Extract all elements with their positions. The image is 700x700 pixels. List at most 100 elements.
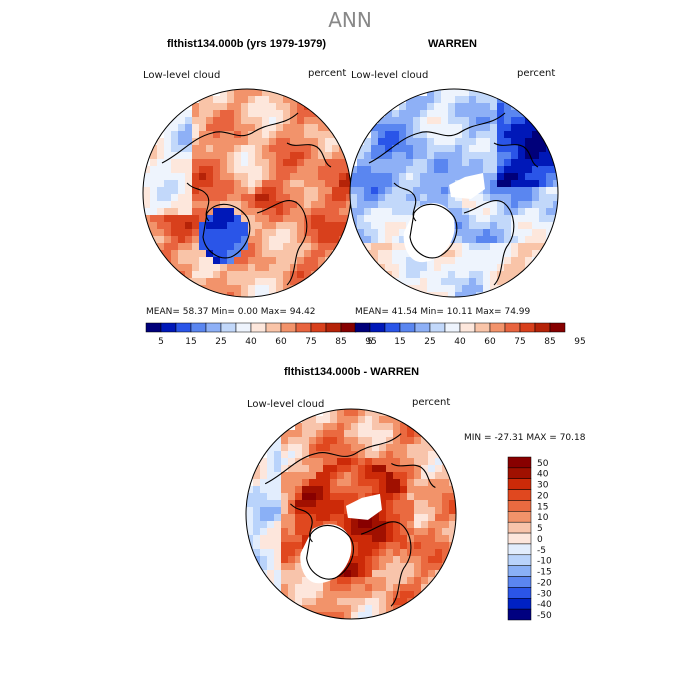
map-3-cell (400, 472, 408, 480)
map-2-cell (532, 166, 540, 174)
map-3-cell (295, 507, 303, 515)
colorbar-3-swatch (507, 576, 532, 588)
map-3-cell (323, 444, 331, 452)
map-2-cell (469, 215, 477, 223)
map-2-cell (413, 138, 421, 146)
map-1-cell (157, 201, 165, 209)
map-3-cell (316, 472, 324, 480)
colorbar-3-swatch (507, 598, 532, 610)
colorbar-3-swatch (507, 554, 532, 566)
map-1-cell (262, 243, 270, 251)
map-1-cell (325, 138, 333, 146)
map-1-cell (178, 215, 186, 223)
map-3-cell (260, 542, 268, 550)
map-1-cell (339, 152, 347, 160)
map-1-cell (255, 117, 263, 125)
map-2-cell (469, 103, 477, 111)
map-1-cell (241, 271, 249, 279)
map-1-cell (325, 264, 333, 272)
map-2-cell (448, 278, 456, 286)
map-1-cell (269, 257, 277, 265)
map-2-cell (497, 243, 505, 251)
map-2-cell (483, 138, 491, 146)
map-1-cell (283, 257, 291, 265)
map-1-cell (157, 194, 165, 202)
map-3-cell (267, 563, 275, 571)
map-1-cell (248, 124, 256, 132)
map-1-cell (318, 236, 326, 244)
map-2-cell (497, 166, 505, 174)
map-2-cell (511, 215, 519, 223)
map-1-cell (269, 187, 277, 195)
map-3-cell (414, 458, 422, 466)
map-1-cell (220, 131, 228, 139)
map-1-cell (276, 103, 284, 111)
map-2-cell (385, 152, 393, 160)
map-1-cell (269, 208, 277, 216)
map-1-cell (150, 187, 158, 195)
map-2-cell (385, 180, 393, 188)
map-2-cell (469, 229, 477, 237)
map-2-cell (490, 152, 498, 160)
map-3-cell (372, 528, 380, 536)
colorbar-3-swatch (507, 500, 532, 512)
map-3-cell (358, 479, 366, 487)
colorbar-2-tick-label: 85 (544, 337, 555, 347)
map-2-cell (553, 229, 558, 237)
map-2-cell (385, 145, 393, 153)
map-1-cell (171, 166, 179, 174)
map-2-cell (518, 124, 526, 132)
map-1-cell (283, 103, 291, 111)
map-3-cell (267, 528, 275, 536)
map-1-cell (297, 187, 305, 195)
map-1-cell (304, 180, 312, 188)
map-1-cell (248, 208, 256, 216)
map-2-cell (455, 208, 463, 216)
map-1-cell (290, 124, 298, 132)
map-3-cell (407, 493, 415, 501)
map-2-cell (469, 292, 477, 297)
map-3-cell (337, 416, 345, 424)
map-2-cell (511, 250, 519, 258)
map-3-cell (386, 465, 394, 473)
map-2-cell (532, 208, 540, 216)
map-1-cell (262, 131, 270, 139)
map-1-cell (325, 159, 333, 167)
map-1-cell (178, 138, 186, 146)
map-3-cell (274, 542, 282, 550)
map-3-cell (358, 612, 366, 619)
map-1-cell (283, 124, 291, 132)
map-3-cell (337, 612, 345, 619)
map-1-cell (213, 208, 221, 216)
panel-3-variable: Low-level cloud (247, 399, 325, 410)
colorbar-3-tick-label: -20 (537, 578, 552, 588)
map-1-cell (185, 257, 193, 265)
map-3-cell (302, 451, 310, 459)
map-2-cell (546, 215, 554, 223)
map-3-cell (351, 472, 359, 480)
map-3-coastline (290, 503, 313, 543)
map-2-cell (518, 166, 526, 174)
map-2-coastline (409, 203, 458, 259)
map-2-cell (434, 285, 442, 293)
map-1-cell (339, 194, 347, 202)
map-1-cell (283, 264, 291, 272)
map-1-cell (262, 250, 270, 258)
map-1-cell (171, 208, 179, 216)
map-1-cell (213, 103, 221, 111)
map-1-cell (171, 236, 179, 244)
map-3-cell (414, 500, 422, 508)
map-1-cell (283, 222, 291, 230)
map-3-cell (442, 570, 450, 578)
colorbar-3-tick-label: -10 (537, 557, 552, 567)
map-3-cell (393, 465, 401, 473)
map-1-cell (325, 215, 333, 223)
map-3-cell (316, 500, 324, 508)
map-3-cell (449, 521, 456, 529)
map-2-cell (483, 285, 491, 293)
map-2-missing-arctic (449, 173, 485, 199)
map-1-cell (206, 110, 214, 118)
map-2-cell (378, 124, 386, 132)
map-2-cell (357, 187, 365, 195)
map-2-cell (483, 145, 491, 153)
